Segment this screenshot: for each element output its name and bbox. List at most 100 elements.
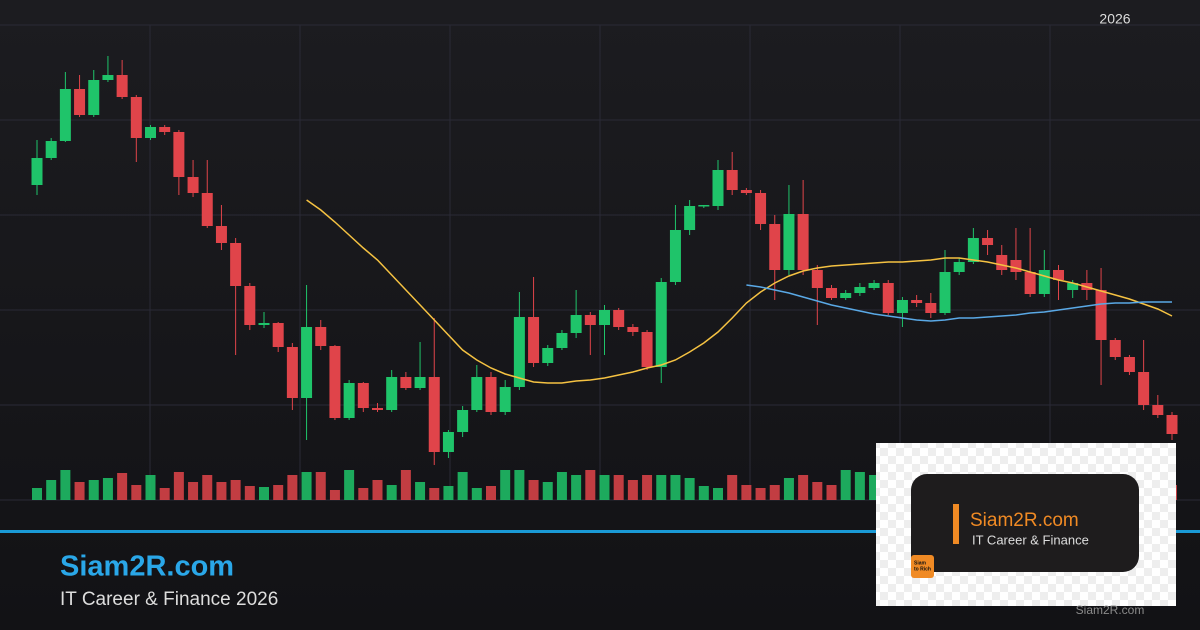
candle-body (641, 332, 653, 367)
candle-body (485, 377, 497, 412)
candle-body (698, 205, 710, 207)
candle-body (88, 80, 100, 115)
candle-body (1053, 270, 1064, 280)
candle-body (414, 377, 426, 388)
candle-body (542, 348, 554, 363)
candle-body (1123, 357, 1135, 372)
candle-body (613, 310, 625, 327)
volume-bar (769, 485, 780, 500)
candle-body (329, 346, 341, 418)
candle-body (726, 170, 738, 190)
volume-bar (713, 488, 723, 500)
volume-bar (117, 473, 128, 500)
candle-body (116, 75, 128, 97)
volume-bar (826, 485, 837, 500)
volume-bar (372, 480, 383, 500)
candle-body (187, 177, 199, 193)
candle-body (159, 127, 171, 132)
candle-body (1166, 415, 1178, 434)
volume-bar (741, 485, 752, 500)
candle-body (939, 272, 951, 313)
volume-bar (684, 478, 695, 500)
volume-bar (287, 475, 298, 500)
candle-body (244, 286, 256, 325)
candle-body (1109, 340, 1121, 357)
badge-line: Siam (914, 560, 927, 566)
logo-card: Siam2R.com IT Career & Finance Siam to R… (876, 443, 1176, 606)
volume-bar (443, 486, 454, 500)
candle-body (655, 282, 667, 367)
volume-bar (102, 478, 113, 500)
candle-body (272, 323, 284, 347)
candle-body (173, 132, 185, 177)
volume-bar (344, 470, 355, 500)
candle-body (513, 317, 525, 387)
volume-bar (74, 482, 85, 500)
candle-body (442, 432, 454, 452)
candle-body (1138, 372, 1150, 405)
volume-bar (301, 472, 312, 500)
volume-bar (727, 475, 738, 500)
volume-bar (230, 480, 241, 500)
candle-body (102, 75, 114, 80)
badge-line: to Rich (914, 566, 931, 572)
volume-bar (642, 475, 653, 500)
volume-bar (670, 475, 681, 500)
candle-body (286, 347, 298, 398)
candle-body (343, 383, 355, 418)
volume-bar (145, 475, 156, 500)
volume-bar (783, 478, 794, 500)
volume-bar (315, 472, 326, 500)
candle-body (357, 383, 369, 408)
candle-body (528, 317, 540, 363)
volume-bar (840, 470, 851, 500)
candle-body (499, 387, 511, 412)
candle-body (797, 214, 809, 270)
volume-bar (329, 490, 340, 500)
volume-bar (202, 475, 213, 500)
logo-badge (911, 555, 934, 578)
volume-bar (698, 486, 709, 500)
candle-body (301, 327, 313, 398)
volume-bar (457, 472, 468, 500)
candle-body (145, 127, 156, 138)
watermark: Siam2R.com (1076, 603, 1145, 617)
volume-bar (244, 486, 255, 500)
volume-bar (131, 485, 142, 500)
volume-bar (755, 488, 766, 500)
candle-body (230, 243, 242, 286)
volume-bar (798, 475, 809, 500)
candle-body (74, 89, 86, 115)
volume-bar (173, 472, 184, 500)
candle-body (953, 262, 965, 272)
candle-body (400, 377, 412, 388)
candle-body (996, 255, 1008, 270)
candle-body (925, 303, 937, 313)
volume-bar (585, 470, 596, 500)
volume-bar (188, 482, 199, 500)
volume-bar (358, 488, 369, 500)
volume-bar (528, 480, 539, 500)
volume-bar (400, 470, 411, 500)
volume-bar (869, 475, 880, 500)
candle-body (1024, 272, 1036, 294)
candle-body (599, 310, 610, 325)
volume-bar (486, 486, 496, 500)
volume-bar (216, 482, 227, 500)
candle-body (45, 141, 57, 158)
volume-bar (32, 488, 42, 500)
volume-bar (88, 480, 99, 500)
volume-bar (273, 485, 284, 500)
volume-bar (627, 480, 638, 500)
candle-body (740, 190, 752, 193)
candle-body (712, 170, 724, 206)
brand-title: Siam2R.com (60, 551, 234, 583)
moving-average-line (746, 284, 1172, 322)
divider (0, 530, 1200, 533)
volume-bar (812, 482, 823, 500)
volume-bar (259, 487, 269, 500)
logo-title: Siam2R.com (970, 510, 1079, 531)
volume-bar (500, 470, 511, 500)
volume-bar (542, 482, 553, 500)
